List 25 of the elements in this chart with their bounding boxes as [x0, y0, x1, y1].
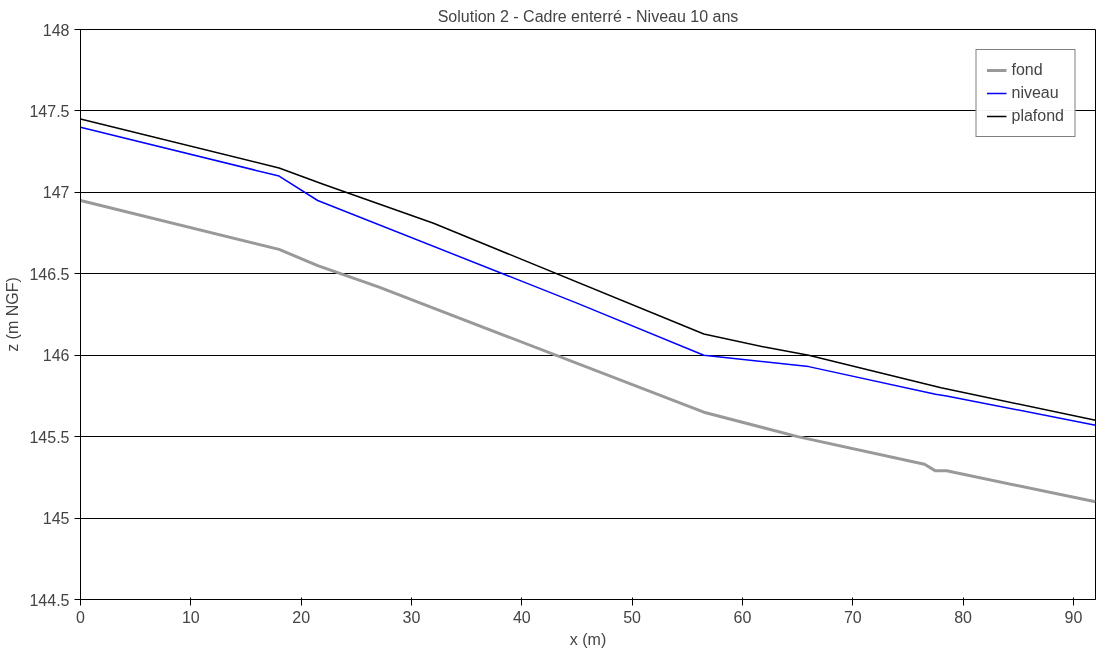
chart-title: Solution 2 - Cadre enterré - Niveau 10 ans	[437, 7, 739, 25]
legend-label: fond	[1011, 61, 1043, 79]
x-axis-title: x (m)	[569, 630, 607, 648]
x-tick-label: 20	[292, 608, 311, 626]
y-axis-title: z (m NGF)	[4, 277, 22, 352]
x-tick-label: 30	[402, 608, 421, 626]
y-tick-label: 146	[42, 347, 70, 365]
x-tick-label: 60	[733, 608, 752, 626]
y-tick-label: 145.5	[29, 428, 70, 446]
y-tick-label: 147	[42, 184, 70, 202]
x-tick-label: 10	[181, 608, 200, 626]
y-tick-label: 144.5	[29, 591, 70, 609]
x-tick-label: 40	[512, 608, 531, 626]
x-tick-label: 90	[1064, 608, 1083, 626]
legend-label: plafond	[1011, 107, 1064, 125]
y-tick-label: 148	[42, 21, 70, 39]
x-tick-label: 0	[76, 608, 86, 626]
y-tick-label: 146.5	[29, 265, 70, 283]
y-tick-label: 147.5	[29, 102, 70, 120]
x-tick-label: 50	[623, 608, 642, 626]
legend-label: niveau	[1011, 84, 1059, 102]
line-series	[80, 199, 1096, 504]
x-tick-label: 80	[954, 608, 973, 626]
y-tick-label: 145	[42, 510, 70, 528]
x-tick-label: 70	[843, 608, 862, 626]
